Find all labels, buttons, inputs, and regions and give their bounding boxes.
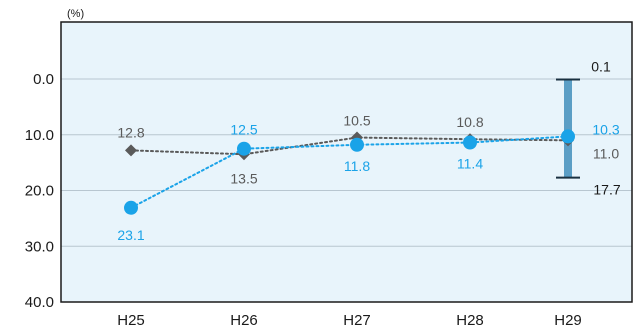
gridlines [61,78,632,247]
data-label: 10.5 [343,113,370,129]
y-axis: 0.0 10.0 20.0 30.0 40.0 [25,71,54,311]
data-point-diamond [125,144,137,157]
data-point-circle [561,129,575,144]
plot-border [60,21,633,303]
range-high-label: 17.7 [593,182,620,198]
range-low-label: 0.1 [591,59,611,75]
x-tick-label: H29 [554,312,582,329]
data-label: 12.5 [230,122,257,138]
data-point-circle [350,137,364,152]
x-axis: H25 H26 H27 H28 H29 [117,312,582,329]
y-tick-label: 20.0 [25,183,54,200]
y-tick-label: 40.0 [25,294,54,311]
x-tick-label: H28 [456,312,484,329]
x-tick-label: H25 [117,312,145,329]
range-bar-group [556,78,580,179]
data-label: 10.3 [592,121,619,137]
data-label: 12.8 [117,124,144,140]
data-point-circle [237,141,251,156]
data-point-circle [463,135,477,150]
data-point-circle [124,200,138,215]
x-tick-label: H26 [230,312,258,329]
data-label: 10.8 [456,114,483,130]
y-unit-label: (%) [67,8,84,20]
y-tick-label: 10.0 [25,127,54,144]
y-tick-label: 0.0 [33,71,54,88]
range-bar [564,79,572,178]
data-label: 11.8 [344,158,370,174]
data-labels: 0.1 17.7 12.8 13.5 10.5 10.8 11.0 23.1 12.5 11.8 1… [117,59,620,243]
data-label: 23.1 [117,227,144,243]
y-tick-label: 30.0 [25,238,54,255]
data-label: 13.5 [230,170,257,186]
series-group [124,129,575,215]
plot-area [61,22,632,302]
data-label: 11.4 [457,156,483,172]
x-tick-label: H27 [343,312,371,329]
data-label: 11.0 [593,145,619,161]
